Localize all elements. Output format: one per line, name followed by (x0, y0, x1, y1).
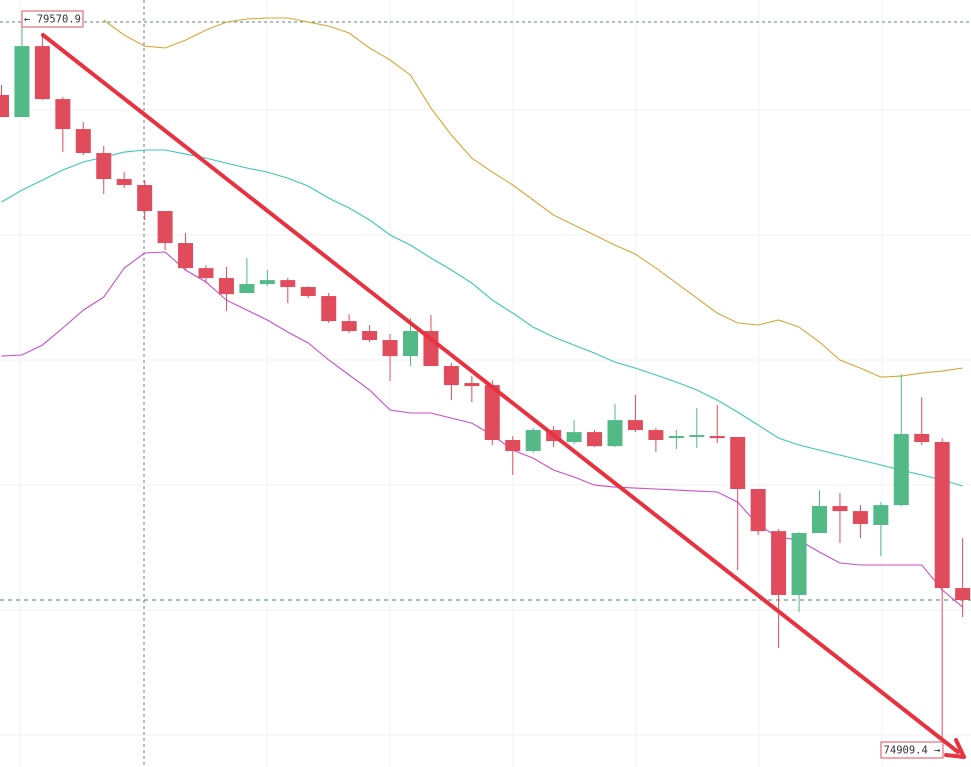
band-line (1, 149, 963, 487)
candle-body (627, 420, 643, 431)
candle-body (607, 420, 623, 447)
candle-body (771, 531, 787, 595)
candle-body (300, 287, 316, 297)
candle-body (852, 511, 868, 525)
candle-body (362, 331, 378, 341)
candle-body (403, 331, 418, 357)
candle-body (668, 436, 684, 439)
candle-body (873, 505, 889, 525)
candle-body (934, 442, 950, 589)
candle-body (689, 435, 705, 437)
candle-body (239, 284, 255, 294)
candle-body (914, 433, 930, 443)
candle-body (75, 129, 91, 154)
candle-body (832, 506, 848, 512)
trend-line-stroke (41, 33, 960, 754)
low-marker: 74909.4 → (880, 741, 944, 759)
candle-body (750, 489, 766, 532)
candle-body (505, 439, 521, 452)
candle-body (382, 340, 398, 357)
candle-body (259, 280, 275, 285)
marker-box (880, 741, 944, 759)
plot (0, 17, 971, 757)
candle-body (0, 94, 9, 118)
candle-body (341, 321, 357, 332)
candle-body (955, 588, 971, 601)
high-label: ← 79570.9 (24, 14, 81, 26)
candle-body (137, 185, 153, 212)
candle-body (96, 153, 112, 180)
trend-line (41, 33, 966, 759)
candle-body (812, 506, 827, 534)
marker-box (21, 10, 84, 28)
candle-body (525, 430, 541, 452)
band-line (1, 251, 963, 608)
candle-body (55, 99, 71, 130)
candle-body (198, 268, 214, 279)
high-marker: ← 79570.9 (21, 10, 84, 28)
candle-body (730, 436, 746, 490)
candle-body (484, 385, 500, 440)
candle-body (464, 383, 480, 387)
candle-body (587, 432, 603, 447)
candle-body (34, 46, 50, 100)
band-line (103, 17, 963, 378)
candle-body (443, 366, 459, 386)
candle-body (321, 296, 337, 322)
candle-body (14, 46, 30, 118)
candle-body (648, 430, 664, 440)
candle-body (791, 533, 807, 595)
low-label: 74909.4 → (884, 745, 941, 757)
candle-body (116, 179, 132, 186)
trend-arrowhead (944, 738, 966, 759)
candle-body (157, 211, 173, 244)
candle-body (709, 436, 725, 439)
candle-body (893, 433, 909, 506)
candle-body (280, 280, 296, 288)
candle-body (218, 278, 234, 295)
candle-body (178, 243, 194, 269)
candle-body (566, 432, 582, 443)
